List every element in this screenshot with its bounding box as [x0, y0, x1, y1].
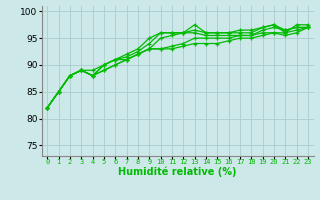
X-axis label: Humidité relative (%): Humidité relative (%)	[118, 167, 237, 177]
